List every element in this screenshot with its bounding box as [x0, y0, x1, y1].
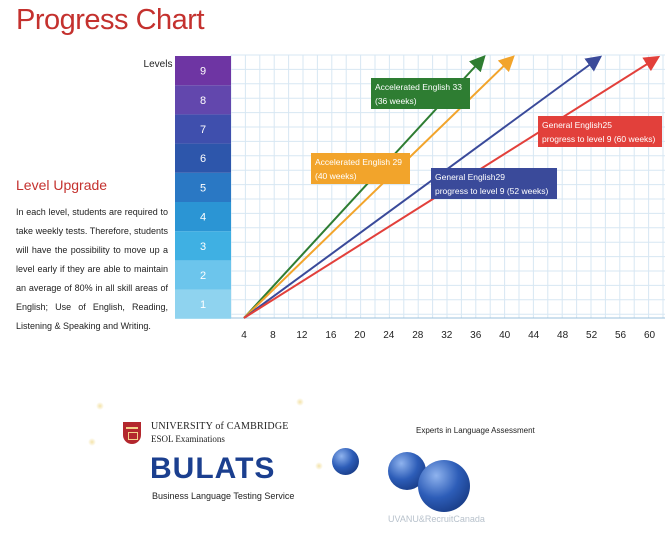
level-label-6: 6 [200, 153, 206, 165]
x-tick-24: 24 [383, 330, 395, 341]
sphere-icon [332, 448, 359, 475]
x-tick-8: 8 [270, 330, 276, 341]
series-label-box-3 [538, 116, 662, 147]
sparkle-decoration [315, 462, 323, 470]
x-tick-28: 28 [412, 330, 424, 341]
level-label-7: 7 [200, 124, 206, 136]
series-label-0: Accelerated English 33 [375, 82, 462, 92]
level-upgrade-text: In each level, students are required to … [16, 207, 168, 331]
x-tick-60: 60 [644, 330, 656, 341]
sparkle-decoration [88, 438, 96, 446]
level-band-1 [175, 289, 231, 319]
level-label-3: 3 [200, 241, 206, 253]
series-sublabel-1: (40 weeks) [315, 171, 357, 181]
x-tick-40: 40 [499, 330, 511, 341]
level-band-3 [175, 231, 231, 261]
x-tick-4: 4 [241, 330, 247, 341]
x-tick-56: 56 [615, 330, 627, 341]
series-sublabel-0: (36 weeks) [375, 96, 417, 106]
x-tick-32: 32 [441, 330, 453, 341]
page-title: Progress Chart [16, 4, 205, 36]
level-label-8: 8 [200, 95, 206, 107]
level-band-5 [175, 172, 231, 202]
series-label-box-0 [371, 78, 470, 109]
level-band-2 [175, 260, 231, 290]
series-label-box-1 [311, 153, 410, 184]
cambridge-subtitle: ESOL Examinations [151, 434, 225, 444]
level-label-2: 2 [200, 270, 206, 282]
sparkle-decoration [296, 398, 304, 406]
level-band-7 [175, 114, 231, 144]
sparkle-decoration [96, 402, 104, 410]
series-label-1: Accelerated English 29 [315, 157, 402, 167]
level-bars: 1 2 3 4 5 6 7 8 9 [175, 56, 231, 319]
experts-tagline: Experts in Language Assessment [416, 426, 535, 435]
x-tick-36: 36 [470, 330, 482, 341]
series-label-3: General English25 [542, 120, 612, 130]
x-tick-52: 52 [586, 330, 598, 341]
series-label-box-2 [431, 168, 557, 199]
level-label-4: 4 [200, 212, 206, 224]
bulats-subtitle: Business Language Testing Service [152, 491, 295, 501]
level-band-9 [175, 56, 231, 86]
level-upgrade-heading: Level Upgrade [16, 177, 108, 193]
series-labels: Accelerated English 33 (36 weeks) Accelera… [311, 78, 662, 199]
level-band-4 [175, 202, 231, 232]
level-band-8 [175, 85, 231, 115]
series-sublabel-2: progress to level 9 (52 weeks) [435, 186, 549, 196]
cambridge-crest-icon [123, 422, 141, 444]
level-band-6 [175, 143, 231, 173]
cambridge-name: UNIVERSITY of CAMBRIDGE [151, 421, 289, 432]
level-label-1: 1 [200, 299, 206, 311]
watermark-text: UVANU&RecruitCanada [388, 514, 485, 524]
x-tick-12: 12 [296, 330, 308, 341]
series-sublabel-3: progress to level 9 (60 weeks) [542, 134, 656, 144]
x-tick-44: 44 [528, 330, 540, 341]
y-axis-label: Levels [144, 59, 173, 70]
footer-logos: UNIVERSITY of CAMBRIDGE ESOL Examination… [0, 380, 667, 537]
sphere-icon [418, 460, 470, 512]
series-line-2 [243, 55, 603, 319]
x-tick-20: 20 [354, 330, 366, 341]
level-label-9: 9 [200, 66, 206, 78]
series-label-2: General English29 [435, 172, 505, 182]
x-tick-16: 16 [325, 330, 337, 341]
level-label-5: 5 [200, 182, 206, 194]
x-tick-48: 48 [557, 330, 569, 341]
bulats-logo: BULATS [150, 452, 276, 485]
x-tick-labels: 4 8 12 16 20 24 28 32 36 40 44 48 52 56 60 [241, 330, 655, 341]
